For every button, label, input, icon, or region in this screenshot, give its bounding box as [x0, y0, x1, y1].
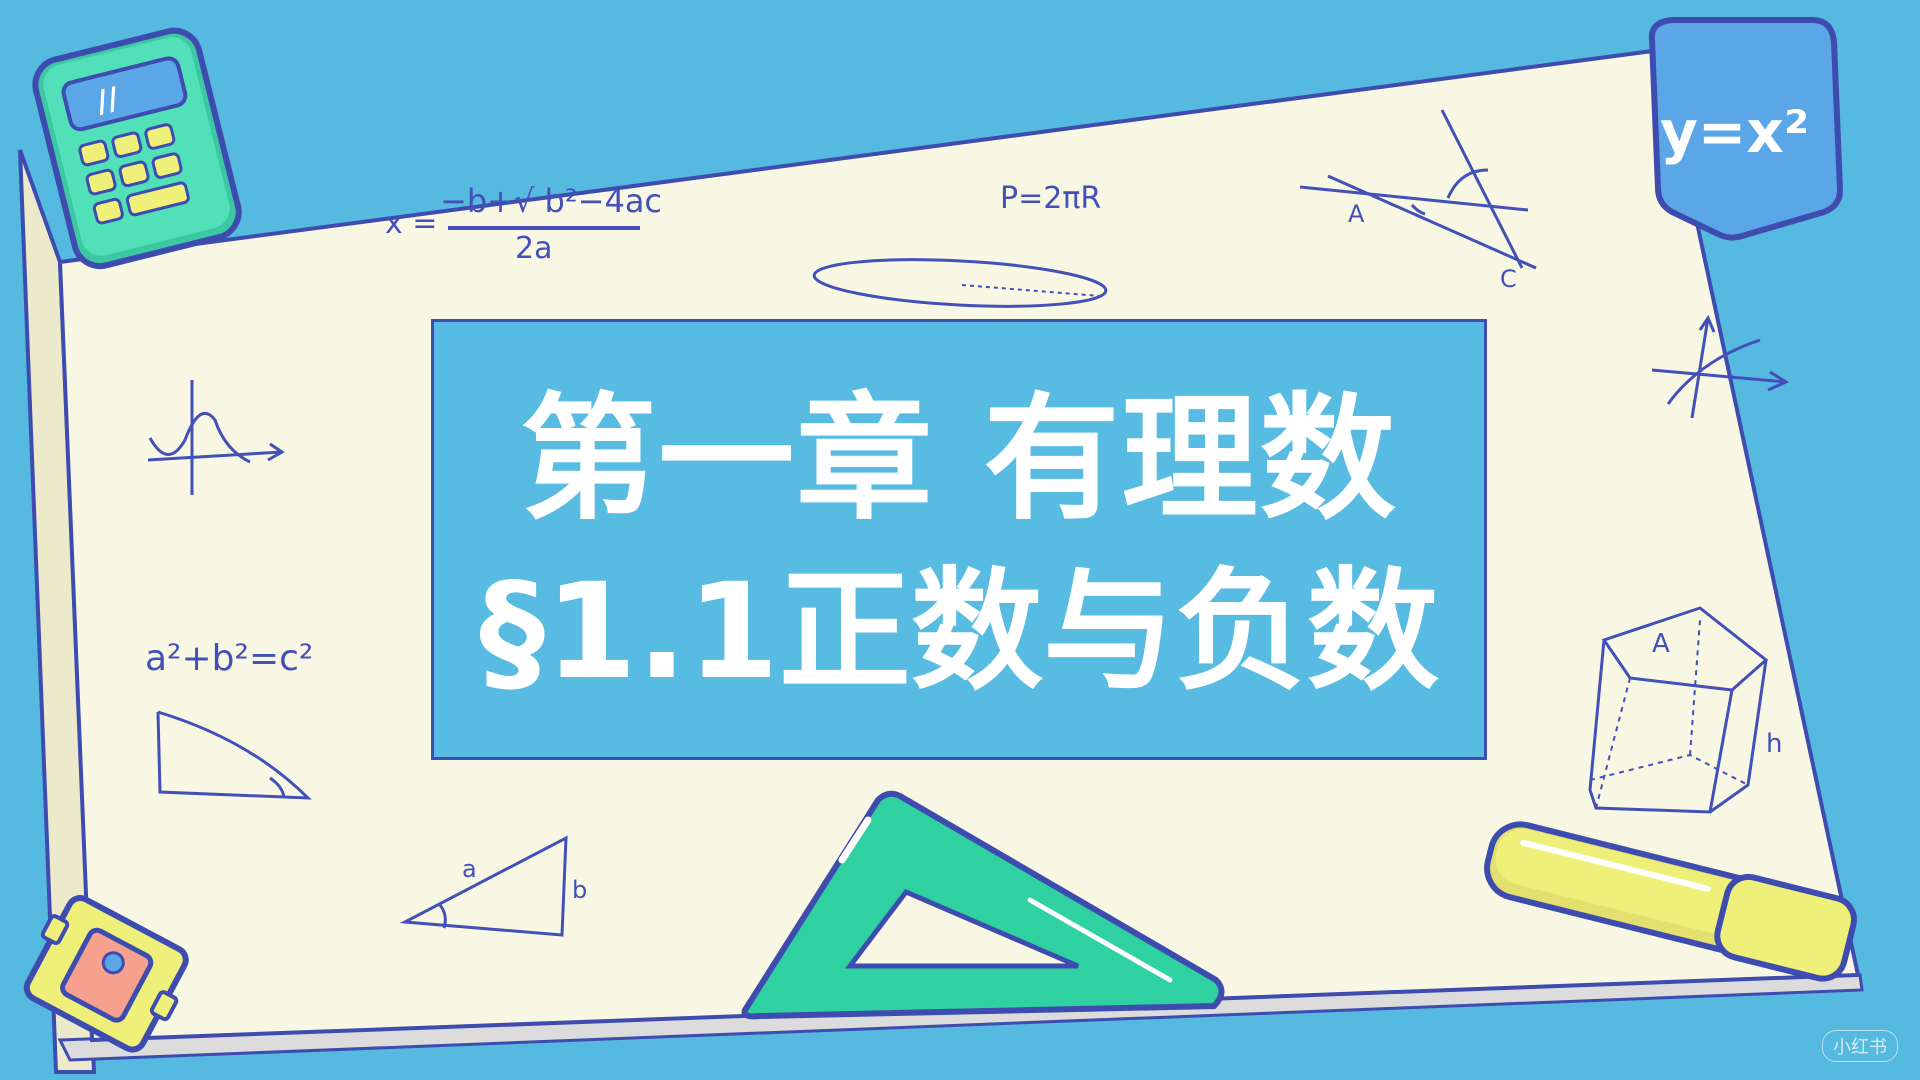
- angle-point-a: A: [1348, 200, 1365, 228]
- set-square-icon: [741, 790, 1225, 1020]
- triangle-side-a: a: [462, 855, 477, 883]
- sharpener-icon: [23, 895, 189, 1053]
- angle-point-c: C: [1500, 265, 1517, 293]
- triangle-side-b: b: [572, 876, 587, 904]
- prism-top-label: A: [1652, 629, 1670, 659]
- highlighter-icon: [1484, 821, 1857, 982]
- calculator-icon: //: [32, 27, 242, 270]
- quadratic-denominator: 2a: [515, 231, 552, 266]
- right-triangle-sketch: [156, 710, 312, 800]
- quadratic-numerator: −b+√ b²−4ac: [440, 182, 662, 220]
- board-left-edge: [18, 149, 97, 1074]
- circumference-formula: P=2πR: [1000, 181, 1101, 216]
- watermark-badge: 小红书: [1822, 1030, 1898, 1062]
- prism-sketch: [1588, 606, 1769, 814]
- power-function-text: y=x²: [1660, 98, 1809, 166]
- angle-sketch: [1299, 109, 1537, 270]
- chapter-title: 第一章 有理数: [520, 381, 1398, 539]
- chapter-title-box: 第一章 有理数 §1.1正数与负数: [431, 319, 1487, 760]
- quadratic-lhs: x =: [385, 206, 437, 241]
- ellipse-sketch: [812, 258, 1108, 308]
- pythagorean-formula: a²+b²=c²: [145, 638, 313, 679]
- labeled-triangle-sketch: [399, 835, 568, 937]
- quadratic-formula: x = −b+√ b²−4ac 2a: [385, 182, 662, 266]
- power-function-badge: y=x²: [1648, 17, 1844, 241]
- axes-curve-sketch: [1651, 314, 1790, 419]
- wave-graph-sketch: [147, 380, 285, 495]
- prism-height-label: h: [1766, 729, 1782, 759]
- section-title: §1.1正数与负数: [479, 555, 1439, 709]
